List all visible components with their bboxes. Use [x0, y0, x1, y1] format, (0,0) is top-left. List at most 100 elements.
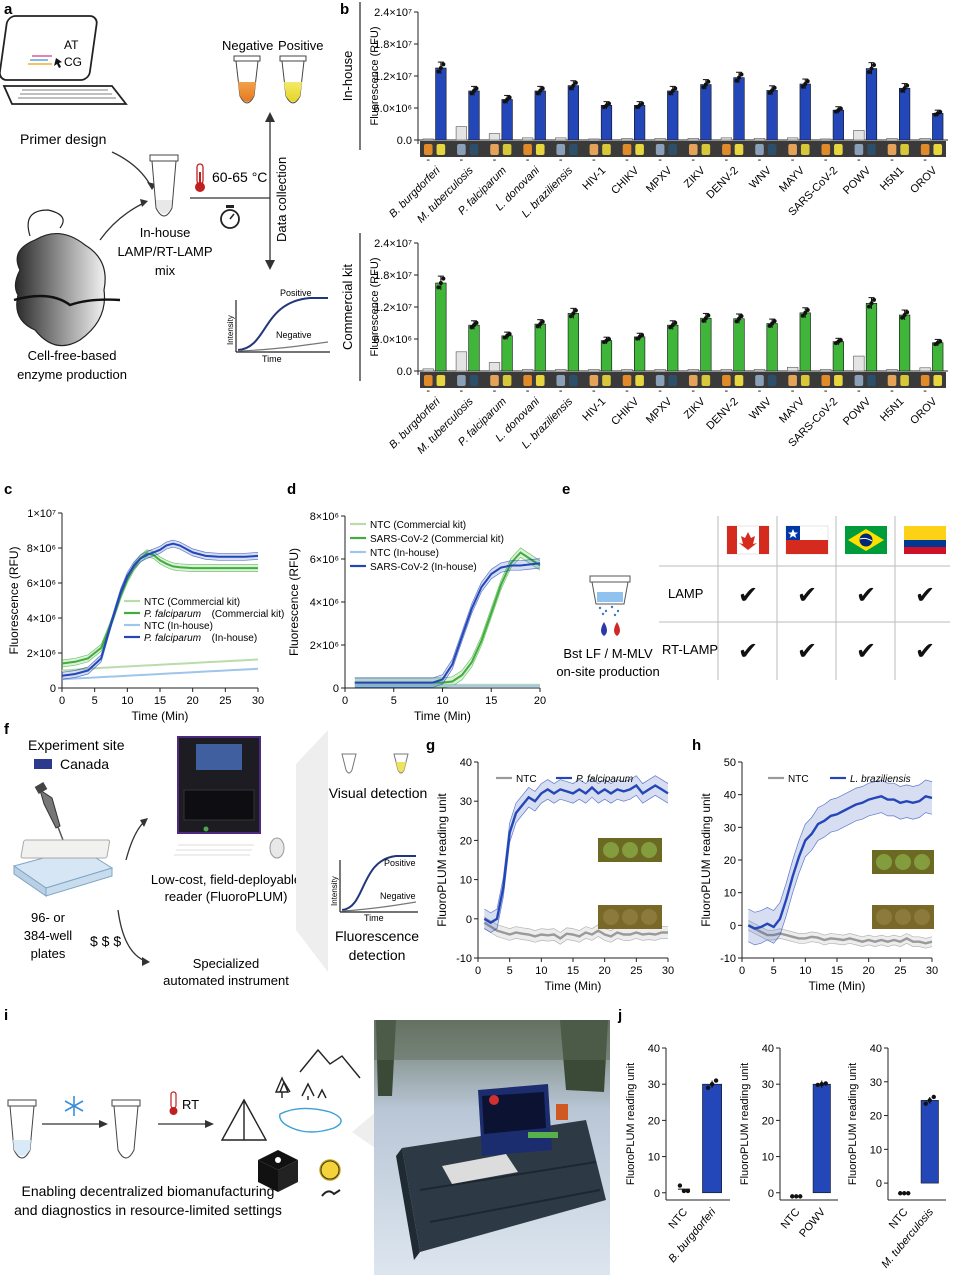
category-tick-label: POWV: [797, 1206, 828, 1240]
data-point: [701, 318, 706, 323]
y-tick-label: 40: [460, 757, 472, 769]
line-chart-c: 0 5 10 15 20 25 30 0 2×10⁶ 4×10⁶ 6×10⁶ 8×10⁶ 1×10⁷ Ti…: [7, 508, 284, 723]
y-tick-label: 50: [724, 757, 736, 769]
ntc-bar: [654, 138, 666, 141]
fluoroplum-reader-icon: [20, 736, 285, 859]
visual-tubes-icon: [341, 753, 409, 774]
ntc-bar: [522, 369, 534, 372]
positive-tube: [535, 375, 545, 386]
data-point: [606, 101, 611, 106]
ntc-bar: [488, 362, 501, 372]
data-point: [869, 66, 874, 71]
x-tick-label: 5: [507, 965, 513, 977]
positive-tube: [900, 375, 909, 386]
ntc-tube: [854, 375, 864, 386]
ntc-tube: [457, 144, 466, 155]
positive-bar: [766, 90, 778, 141]
y-tick-label: 20: [724, 855, 736, 867]
check-icon: ✔: [738, 638, 758, 665]
data-point: [474, 320, 479, 325]
legend-label: L. braziliensis: [850, 774, 911, 785]
series-band-edge: [748, 929, 933, 949]
legend-label: NTC: [788, 774, 809, 785]
positive-bar: [667, 90, 679, 141]
legend-label: NTC: [516, 774, 537, 785]
screen-text-cg: CG: [64, 55, 82, 69]
data-point: [573, 80, 578, 85]
category-tick-label: MPXV: [644, 395, 675, 426]
ntc-tick-label: -: [791, 385, 795, 397]
data-point: [571, 83, 576, 88]
x-axis-label: Time (Min): [132, 709, 189, 723]
positive-bar: [700, 84, 712, 141]
row-label-rt-lamp: RT-LAMP: [662, 642, 718, 657]
data-point: [736, 316, 741, 321]
side-label: Commercial kit: [340, 264, 355, 350]
y-tick-label: 30: [724, 822, 736, 834]
ntc-tick-label: -: [725, 385, 729, 397]
data-point: [535, 91, 540, 96]
panel-label-b: b: [340, 1, 349, 18]
data-point: [871, 62, 876, 67]
reader-cube-icon: [258, 1150, 298, 1192]
ntc-tick-label: -: [460, 154, 464, 166]
series-line: [747, 924, 933, 945]
positive-tube: [734, 375, 744, 386]
positive-bar: [600, 105, 613, 141]
positive-bar: [468, 324, 480, 372]
y-tick-label: 6×10⁶: [27, 578, 56, 590]
ntc-tube: [589, 144, 599, 155]
positive-bar: [799, 312, 811, 372]
positive-tube: [834, 144, 843, 155]
y-tick-label: 1×10⁷: [27, 508, 56, 520]
positive-tube: [767, 375, 777, 386]
positive-tube: [867, 144, 876, 155]
ntc-bar: [555, 137, 567, 141]
ntc-bar: [720, 137, 732, 141]
ntc-bar: [720, 369, 732, 372]
positive-bar: [812, 1083, 831, 1194]
ntc-tick-label: -: [426, 385, 430, 397]
data-point: [471, 88, 476, 93]
ntc-bar: [488, 133, 501, 141]
positive-bar: [920, 1100, 939, 1184]
site-name: Canada: [60, 756, 109, 772]
ntc-tube: [788, 375, 797, 386]
site-color-swatch: [34, 759, 52, 769]
series-band: [484, 916, 668, 945]
screen-text-at: AT: [64, 38, 79, 52]
y-tick-label: 30: [762, 1079, 774, 1091]
x-tick-label: 25: [630, 965, 642, 977]
temperature-label: 60-65 °C: [212, 169, 267, 185]
y-tick-label: 0: [876, 1178, 882, 1190]
data-point: [640, 101, 645, 106]
positive-bar: [534, 323, 546, 372]
ntc-tube: [556, 375, 566, 386]
category-tick-label: MPXV: [644, 164, 675, 195]
data-point: [703, 82, 708, 87]
legend-label: SARS-CoV-2 (Commercial kit): [370, 534, 504, 545]
y-tick-label: 0: [333, 683, 339, 695]
series-line: [61, 658, 259, 672]
ntc-bar: [654, 369, 666, 372]
series-band: [62, 540, 258, 680]
tube-negative-label: Negative: [222, 38, 273, 53]
fluor-line-2: detection: [349, 947, 406, 963]
mix-line-3: mix: [155, 263, 176, 278]
x-tick-label: 25: [219, 695, 231, 707]
ntc-tube: [722, 144, 731, 155]
ntc-tick-label: -: [625, 385, 629, 397]
data-point: [770, 88, 775, 93]
ntc-tick-label: -: [493, 385, 497, 397]
y-tick-label: 6.0×10⁶: [374, 103, 412, 115]
category-tick-label: DENV-2: [704, 165, 741, 202]
ntc-bar: [588, 138, 600, 141]
curve-negative-label-f: Negative: [380, 891, 416, 901]
data-point: [803, 310, 808, 315]
positive-tube: [469, 375, 479, 386]
cell-free-line-1: Cell-free-based: [28, 348, 117, 363]
legend-label: P. falciparum: [576, 774, 633, 785]
x-tick-label: 0: [59, 695, 65, 707]
